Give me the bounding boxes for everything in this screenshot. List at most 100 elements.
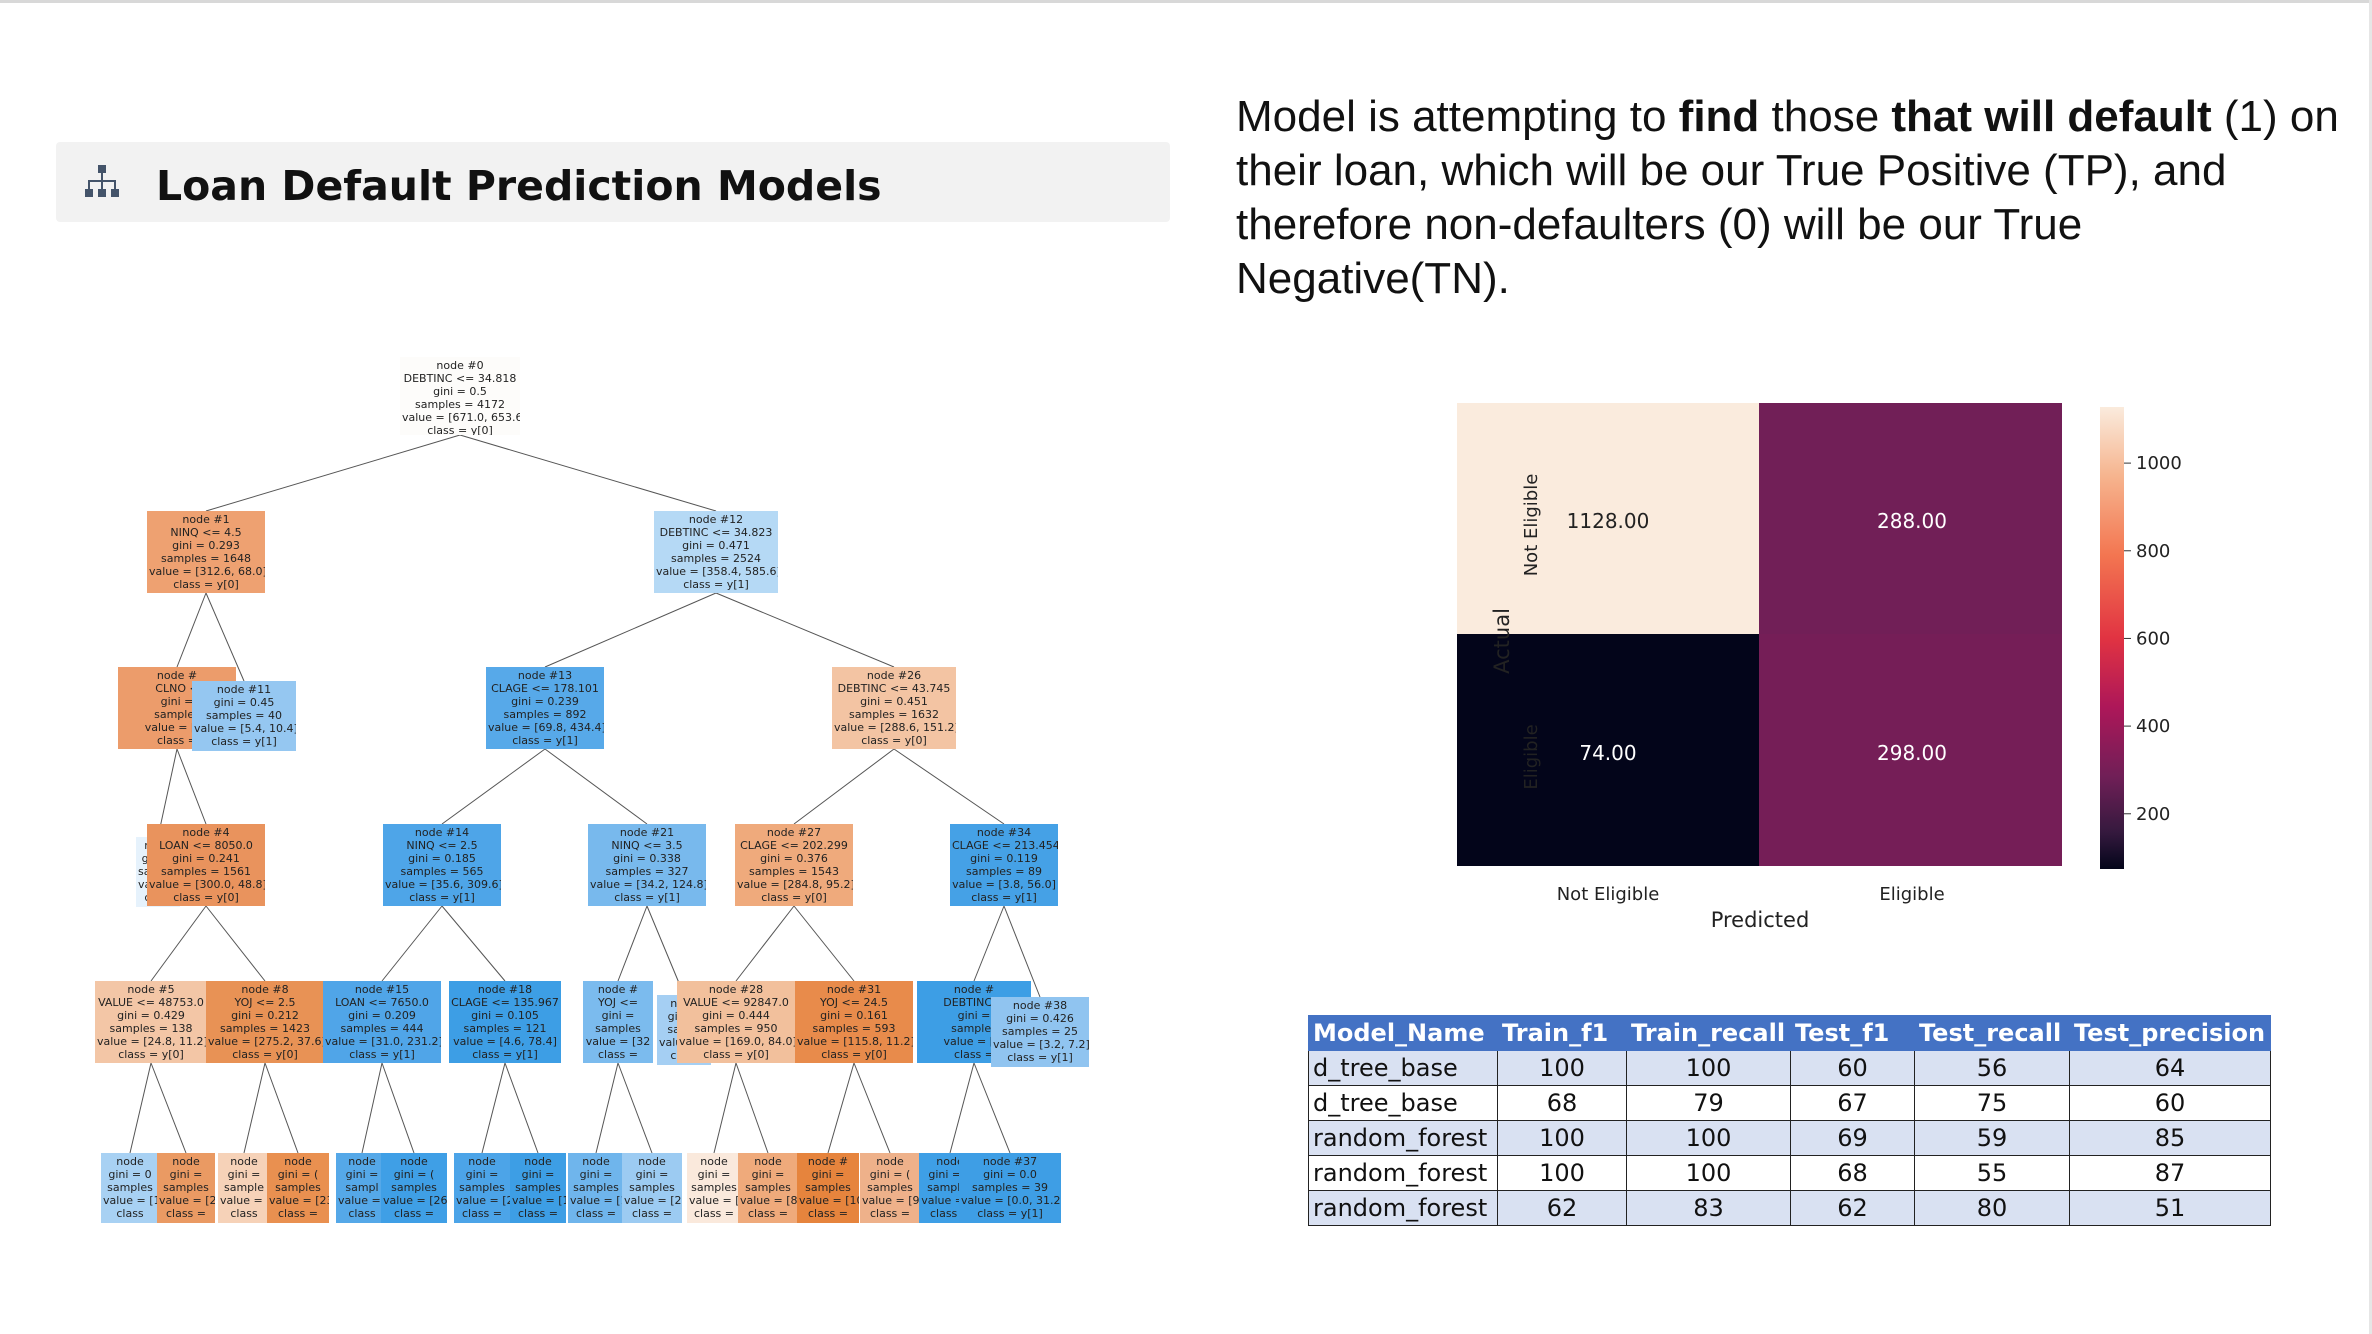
tree-node-line: gini = 0.185 bbox=[408, 852, 476, 865]
tree-node-line: gini = 0.212 bbox=[231, 1009, 299, 1022]
tree-node-line: node bbox=[754, 1155, 782, 1168]
tree-node-line: gini = 0.471 bbox=[682, 539, 750, 552]
description-bold-2: that will default bbox=[1891, 92, 2212, 141]
tree-node: node gini = samples value = [1 class = bbox=[510, 1153, 566, 1223]
tree-node-line: value = [26 bbox=[383, 1194, 447, 1207]
tree-node-line: samples = 565 bbox=[400, 865, 484, 878]
tree-node-line: value = [32 bbox=[585, 1035, 651, 1048]
description-part-3: (1) on their loan, which will be our Tru… bbox=[1236, 92, 2339, 303]
tree-node-line: class = bbox=[575, 1207, 617, 1220]
tree-node-line: sample bbox=[224, 1181, 264, 1194]
tree-node: node gini = samples value = [8 class = bbox=[687, 1153, 741, 1223]
tree-node-line: value = [2 bbox=[624, 1194, 682, 1207]
table-row: d_tree_base 100 100 60 56 64 bbox=[1308, 1050, 2271, 1086]
tree-node: node #21 NINQ <= 3.5 gini = 0.338 samples =… bbox=[588, 824, 706, 906]
cell-value: 100 bbox=[1626, 1155, 1791, 1191]
tree-node-line: class = bbox=[869, 1207, 911, 1220]
tree-node-line: class = bbox=[277, 1207, 319, 1220]
tree-node-line: YOJ <= bbox=[598, 996, 638, 1009]
header-test-f1: Test_f1 bbox=[1790, 1015, 1915, 1051]
tree-node-line: samples bbox=[163, 1181, 209, 1194]
tree-node-line: samples = 1543 bbox=[749, 865, 839, 878]
cell-label-1-0: 74.00 bbox=[1579, 741, 1636, 765]
tree-node-line: class = y[1] bbox=[349, 1048, 415, 1061]
tree-node-line: value = [35.6, 309.6] bbox=[385, 878, 501, 891]
tree-node-line: CLAGE <= 213.454 bbox=[952, 839, 1058, 852]
tree-node-line: node bbox=[348, 1155, 376, 1168]
tree-node-line: samples = 950 bbox=[694, 1022, 778, 1035]
heatmap-cell bbox=[1759, 634, 2062, 866]
tree-node-line: samples bbox=[515, 1181, 561, 1194]
cell-value: 60 bbox=[1790, 1050, 1915, 1086]
tree-node-line: VALUE <= 48753.0 bbox=[98, 996, 204, 1009]
tree-node-line: gini = ( bbox=[393, 1168, 435, 1181]
tree-edge bbox=[205, 592, 245, 682]
tree-node-line: samples bbox=[629, 1181, 675, 1194]
tree-node-line: samples = 1648 bbox=[161, 552, 251, 565]
cell-value: 83 bbox=[1626, 1190, 1791, 1226]
tree-node: node #4 LOAN <= 8050.0 gini = 0.241 samples… bbox=[147, 824, 265, 906]
confusion-matrix: 1128.00 288.00 74.00 298.00 Not Eligible… bbox=[1380, 395, 2230, 955]
cell-model-name: random_forest bbox=[1308, 1155, 1498, 1191]
tree-node-line: value = [1 bbox=[570, 1194, 624, 1207]
table-row: d_tree_base 68 79 67 75 60 bbox=[1308, 1085, 2271, 1121]
tree-node-line: class = bbox=[631, 1207, 673, 1220]
tree-node-line: value = [8 bbox=[740, 1194, 798, 1207]
tree-node-line: node #11 bbox=[216, 683, 272, 696]
cell-model-name: d_tree_base bbox=[1308, 1050, 1498, 1086]
y-axis-label: Actual bbox=[1490, 608, 1514, 674]
tree-node-line: gini = 0.0 bbox=[983, 1168, 1037, 1181]
tree-edge bbox=[949, 1062, 975, 1154]
colorbar-tick-label: 800 bbox=[2136, 541, 2170, 562]
title-bar: Loan Default Prediction Models bbox=[56, 142, 1170, 222]
tree-node-line: gini = bbox=[169, 1168, 203, 1181]
tree-node-line: class = bbox=[393, 1207, 435, 1220]
cell-value: 60 bbox=[2069, 1085, 2271, 1121]
tree-node-line: gini = 0.241 bbox=[172, 852, 240, 865]
tree-edge bbox=[481, 1062, 506, 1154]
tree-node-line: gini = bbox=[465, 1168, 499, 1181]
tree-edge bbox=[381, 905, 443, 982]
tree-node: node # YOJ <= gini = samples value = [32 clas… bbox=[583, 981, 653, 1063]
cell-label-1-1: 298.00 bbox=[1877, 741, 1947, 765]
tree-node-line: node # bbox=[807, 1155, 849, 1168]
tree-node: node #26 DEBTINC <= 43.745 gini = 0.451 sam… bbox=[832, 667, 956, 749]
tree-node-line: VALUE <= 92847.0 bbox=[683, 996, 789, 1009]
tree-node-line: class = bbox=[807, 1207, 849, 1220]
cell-model-name: random_forest bbox=[1308, 1120, 1498, 1156]
tree-edge bbox=[893, 748, 1005, 825]
tree-node-line: YOJ <= 24.5 bbox=[820, 996, 888, 1009]
tree-node-line: samples = 1561 bbox=[161, 865, 251, 878]
tree-edge bbox=[793, 905, 855, 982]
tree-edge bbox=[713, 1062, 737, 1154]
tree-node-line: value = [169.0, 84.0] bbox=[679, 1035, 795, 1048]
tree-node: node gini = samples value = [2 class = bbox=[622, 1153, 682, 1223]
cell-value: 100 bbox=[1497, 1050, 1627, 1086]
tree-node-line: YOJ <= 2.5 bbox=[234, 996, 296, 1009]
tree-node-line: class = y[1] bbox=[409, 891, 475, 904]
description-part-2: those bbox=[1759, 92, 1892, 141]
tree-node-line: value = [312.6, 68.0] bbox=[149, 565, 265, 578]
tree-node-line: samples bbox=[107, 1181, 153, 1194]
cell-value: 51 bbox=[2069, 1190, 2271, 1226]
metrics-table: Model_Name Train_f1 Train_recall Test_f1… bbox=[1308, 1015, 2271, 1226]
tree-node-line: gini = bbox=[521, 1168, 555, 1181]
tree-node: node #11 gini = 0.45 samples = 40 value = [… bbox=[192, 681, 296, 751]
header-test-precision: Test_precision bbox=[2069, 1015, 2271, 1051]
tree-edge bbox=[595, 1062, 619, 1154]
tree-node-line: node # bbox=[953, 983, 995, 996]
tree-node-line: value = [284.8, 95.2] bbox=[737, 878, 853, 891]
tree-edge bbox=[176, 748, 207, 825]
cell-value: 62 bbox=[1790, 1190, 1915, 1226]
tree-node-line: gini = 0.45 bbox=[213, 696, 275, 709]
tree-node-line: gini = bbox=[227, 1168, 261, 1181]
tree-node-line: samples = 2524 bbox=[671, 552, 761, 565]
tree-node-line: gini = bbox=[697, 1168, 731, 1181]
tree-node-line: value = [3.8, 56.0] bbox=[952, 878, 1056, 891]
tree-node-line: samples bbox=[691, 1181, 737, 1194]
tree-node-line: gini = bbox=[811, 1168, 845, 1181]
tree-node: node #5 VALUE <= 48753.0 gini = 0.429 sampl… bbox=[95, 981, 207, 1063]
tree-edge bbox=[827, 1062, 855, 1154]
tree-node: node #37 gini = 0.0 samples = 39 value = [0… bbox=[959, 1153, 1061, 1223]
tree-node-line: value = [300.0, 48.8] bbox=[149, 878, 265, 891]
